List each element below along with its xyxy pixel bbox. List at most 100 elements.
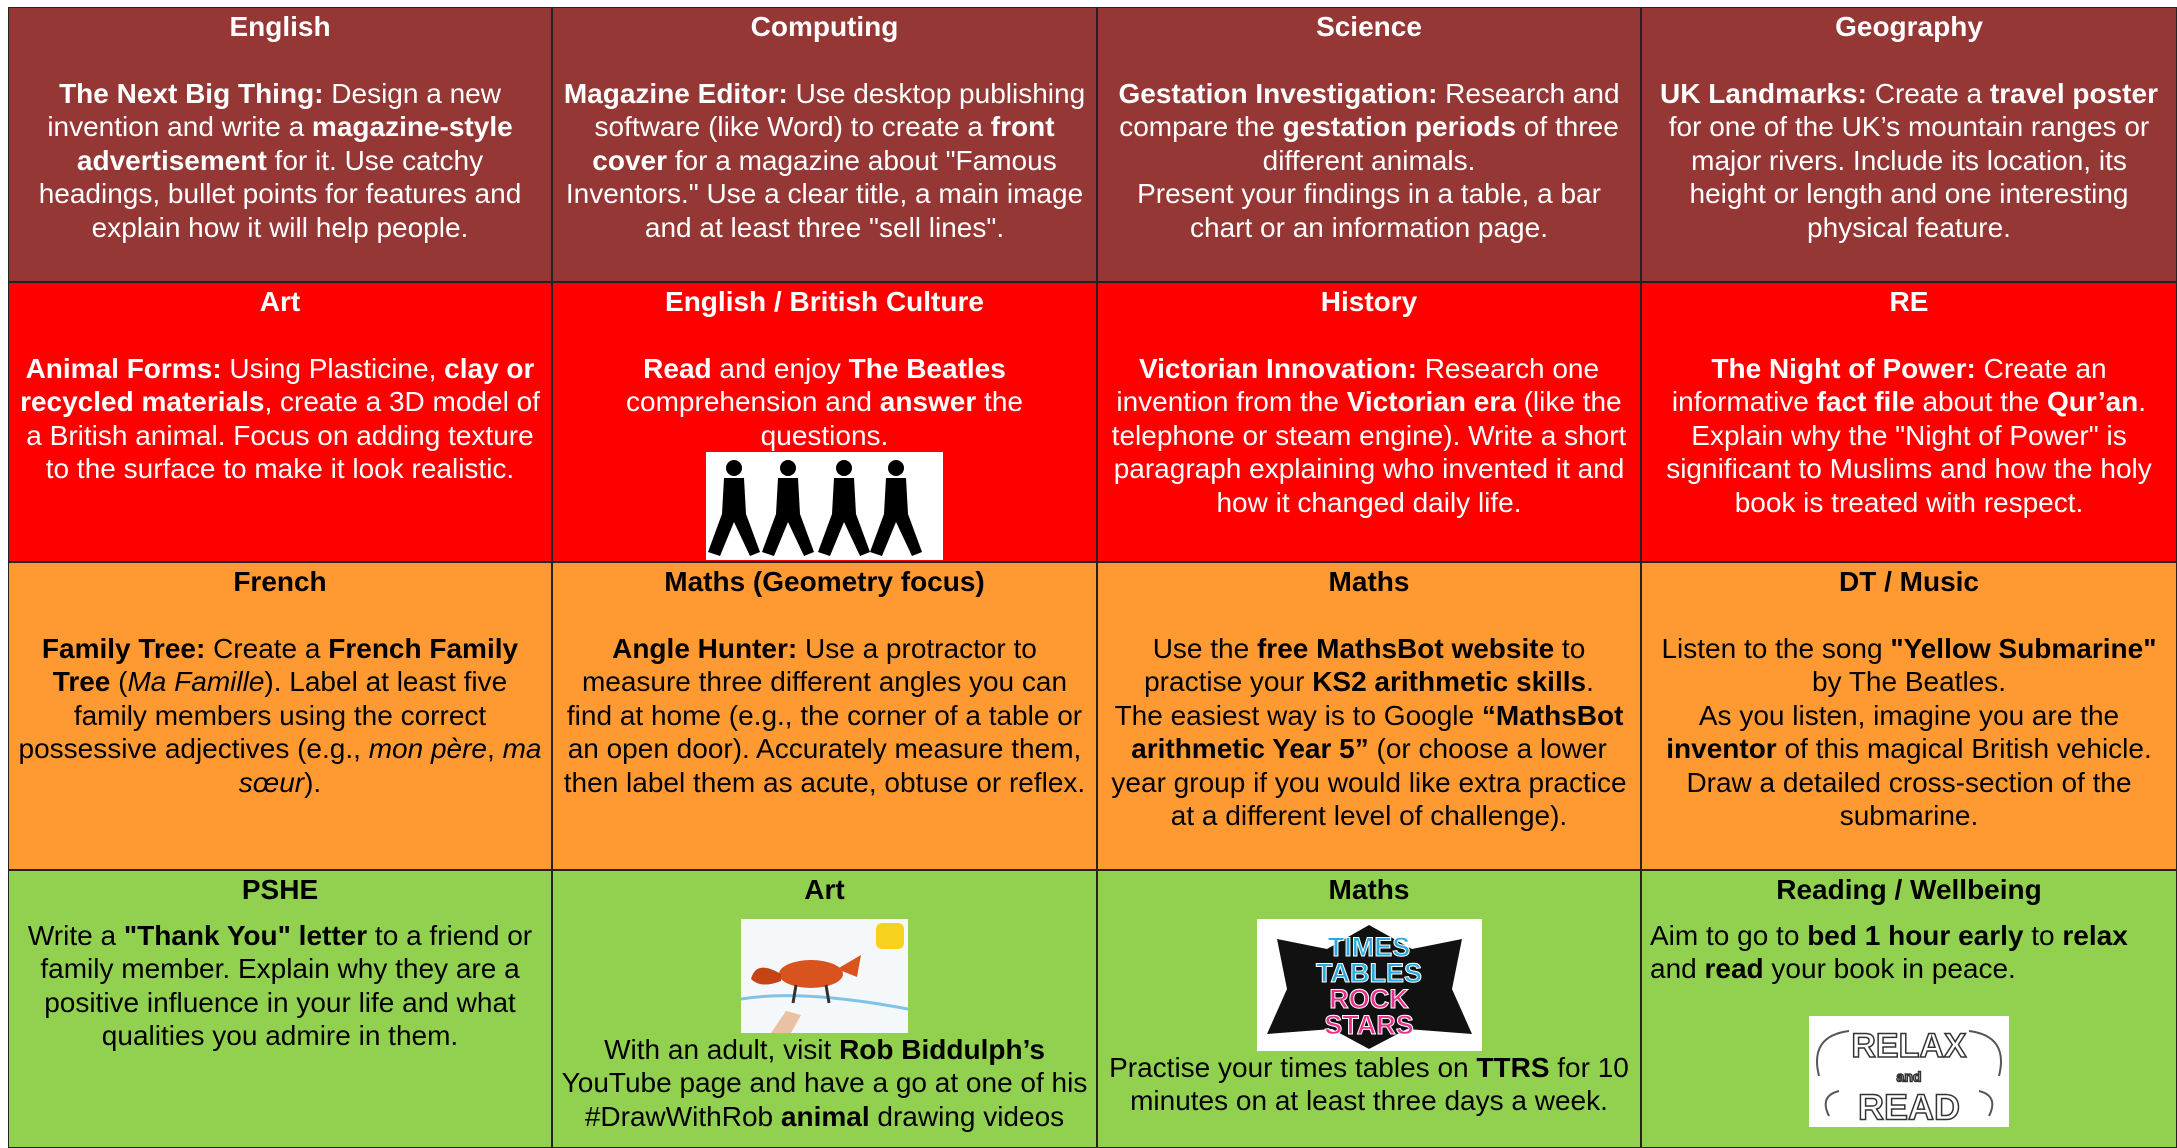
text: Using Plasticine, xyxy=(221,352,445,384)
bold-text: Gestation Investigation: xyxy=(1118,77,1438,109)
text: Use a protractor to measure three differ… xyxy=(563,632,1086,798)
bold-text: The Beatles xyxy=(848,352,1006,384)
activity-text: Aim to go to bed 1 hour early to relax a… xyxy=(1650,919,2168,986)
shape xyxy=(1809,1015,2009,1127)
logo-text: STARS xyxy=(1324,1010,1414,1040)
paragraph: Angle Hunter: Use a protractor to measur… xyxy=(561,632,1088,800)
text: ma sœur xyxy=(238,733,542,798)
text: of this magical British vehicle. Draw a … xyxy=(1686,733,2152,831)
text: and xyxy=(1650,953,1705,984)
paragraph: Magazine Editor: Use desktop publishing … xyxy=(561,77,1088,245)
text: Present your findings in a table, a bar … xyxy=(1137,178,1601,243)
subject-heading: History xyxy=(1320,286,1418,317)
shape xyxy=(791,984,831,1003)
bold-text: gestation periods xyxy=(1282,111,1517,142)
activity-cell: RE The Night of Power: Create an informat… xyxy=(1641,282,2177,562)
text: Create an informative xyxy=(1671,352,2107,418)
subject-heading: Maths xyxy=(1328,566,1410,597)
text: for a magazine about "Famous Inventors."… xyxy=(565,144,1084,243)
activity-text: Animal Forms: Using Plasticine, clay or … xyxy=(17,352,543,486)
activity-grid: English The Next Big Thing: Design a new … xyxy=(8,7,2177,1148)
text: and enjoy xyxy=(711,352,849,384)
bold-text: animal xyxy=(780,1100,870,1132)
shape xyxy=(1266,924,1472,1049)
activity-text: Write a "Thank You" letter to a friend o… xyxy=(17,919,543,1053)
activity-text: Use the free MathsBot website to practis… xyxy=(1106,632,1632,833)
image-text: READ xyxy=(1858,1086,1960,1126)
silhouette xyxy=(708,478,760,556)
activity-text: UK Landmarks: Create a travel poster for… xyxy=(1650,77,2168,245)
relax-read-image: RELAX and READ xyxy=(1809,1015,2009,1127)
activity-text: Angle Hunter: Use a protractor to measur… xyxy=(561,632,1088,800)
silhouette xyxy=(818,478,870,556)
activity-cell: English The Next Big Thing: Design a new … xyxy=(8,7,552,282)
text: to xyxy=(2023,919,2063,951)
subject-heading: Art xyxy=(259,286,301,317)
image-text: and xyxy=(1897,1068,1922,1084)
bold-text: inventor xyxy=(1666,733,1777,764)
shape xyxy=(1816,1029,2002,1116)
activity-cell: Science Gestation Investigation: Research… xyxy=(1097,7,1641,282)
bold-text: clay or recycled materials xyxy=(20,352,535,418)
shape xyxy=(741,993,908,1010)
bold-text: Angle Hunter: xyxy=(612,632,798,664)
text: ). Label at least five family members us… xyxy=(18,666,508,764)
activity-cell: Geography UK Landmarks: Create a travel p… xyxy=(1641,7,2177,282)
paragraph: Listen to the song "Yellow Submarine" by… xyxy=(1650,632,2168,699)
text: the questions. xyxy=(760,386,1023,451)
activity-cell: Reading / Wellbeing Aim to go to bed 1 ho… xyxy=(1641,870,2177,1148)
paragraph: Read and enjoy The Beatles comprehension… xyxy=(561,352,1088,453)
subject-heading: PSHE xyxy=(241,874,319,905)
activity-cell: PSHE Write a "Thank You" letter to a frie… xyxy=(8,870,552,1148)
text: (like the telephone or steam engine). Wr… xyxy=(1111,386,1627,518)
bold-text: Animal Forms: xyxy=(25,352,222,384)
bold-text: travel poster xyxy=(1989,77,2158,109)
text: With an adult, visit xyxy=(604,1033,840,1065)
subject-heading: English xyxy=(229,11,331,42)
text: by The Beatles. xyxy=(1811,666,2007,697)
hand xyxy=(771,1010,801,1033)
bold-text: Magazine Editor: xyxy=(563,77,788,109)
text: to practise your xyxy=(1144,632,1586,698)
subject-heading: RE xyxy=(1889,286,1929,317)
text: ( xyxy=(110,666,128,697)
bold-text: free MathsBot website xyxy=(1256,632,1555,664)
text: . Explain why the "Night of Power" is si… xyxy=(1666,386,2152,518)
text: (or choose a lower year group if you wou… xyxy=(1111,733,1627,831)
paragraph: Family Tree: Create a French Family Tree… xyxy=(17,632,543,800)
text: Research and compare the xyxy=(1119,77,1620,143)
text: Design a new invention and write a xyxy=(47,77,501,143)
paragraph: With an adult, visit Rob Biddulph’s YouT… xyxy=(561,1033,1088,1134)
bold-text: read xyxy=(1704,953,1764,984)
text: YouTube page and have a go at one of his… xyxy=(561,1067,1088,1132)
paragraph: Animal Forms: Using Plasticine, clay or … xyxy=(17,352,543,486)
bold-text: Victorian Innovation: xyxy=(1138,352,1417,384)
fox xyxy=(779,959,843,988)
text: mon père xyxy=(368,733,487,764)
bold-text: UK Landmarks: xyxy=(1660,77,1867,109)
activity-cell: Art With an adult, visit Rob Biddulph’s Y… xyxy=(552,870,1097,1148)
bold-text: bed 1 hour early xyxy=(1807,919,2024,951)
subject-heading: Art xyxy=(804,874,845,905)
activity-text: The Next Big Thing: Design a new inventi… xyxy=(17,77,543,245)
silhouette xyxy=(762,478,814,556)
activity-text: Practise your times tables on TTRS for 1… xyxy=(1106,1051,1632,1118)
text: Use the xyxy=(1152,632,1257,664)
text: , create a 3D model of a British animal.… xyxy=(26,386,540,484)
text: to a friend or family member. Explain wh… xyxy=(40,919,533,1052)
bold-text: The Night of Power: xyxy=(1711,352,1976,384)
bold-text: Qur’an xyxy=(2047,386,2139,417)
text: for one of the UK’s mountain ranges or m… xyxy=(1668,111,2150,243)
logo-text: TIMES xyxy=(1327,932,1410,962)
fox xyxy=(751,967,781,985)
paragraph: The Next Big Thing: Design a new inventi… xyxy=(17,77,543,245)
bold-text: Victorian era xyxy=(1346,386,1516,417)
text: The easiest way is to Google xyxy=(1114,699,1482,731)
shape xyxy=(876,922,904,949)
subject-heading: Science xyxy=(1316,11,1422,42)
activity-text: With an adult, visit Rob Biddulph’s YouT… xyxy=(561,1033,1088,1134)
activity-text: Victorian Innovation: Research one inven… xyxy=(1106,352,1632,520)
bold-text: KS2 arithmetic skills xyxy=(1312,666,1587,697)
bold-text: Read xyxy=(643,352,712,384)
